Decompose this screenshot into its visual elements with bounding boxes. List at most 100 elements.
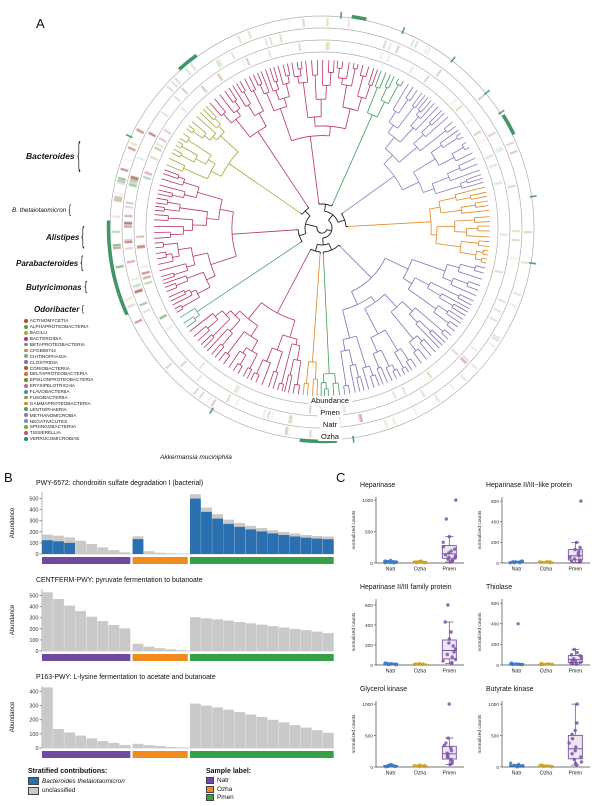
- taxonomy-legend-label: ALPHAPROTEOBACTERIA: [29, 324, 89, 330]
- legend-label: unclassified: [42, 787, 76, 794]
- taxonomy-legend-label: CHITINOPHAGIA: [29, 353, 67, 359]
- circular-phylogenetic-tree: [106, 11, 537, 444]
- tree-clade: [253, 59, 378, 142]
- svg-text:100: 100: [29, 541, 38, 547]
- tree-clade: [209, 76, 267, 138]
- legend-items: Natr Ozha Pmen: [206, 777, 251, 801]
- taxonomy-legend-item: FUSOBACTERIIA: [24, 395, 93, 401]
- scatter-glycerol-kinase: Glycerol kinase normalized counts 0 500 100…: [348, 686, 472, 790]
- svg-text:Natr: Natr: [386, 567, 396, 573]
- taxonomy-legend-item: BACILLI: [24, 330, 93, 336]
- taxonomy-legend-label: ACTINOMYCETIA: [29, 318, 69, 324]
- ring-label-pmen: Pmen: [317, 408, 343, 417]
- svg-text:Ozha: Ozha: [414, 567, 427, 573]
- taxonomy-color-dot: [24, 395, 28, 400]
- svg-text:0: 0: [35, 746, 38, 752]
- svg-text:Pmen: Pmen: [443, 771, 457, 777]
- tree-clade: [340, 257, 486, 395]
- svg-text:Natr: Natr: [512, 567, 522, 573]
- legend-swatch: [206, 794, 214, 801]
- brace-icon: [82, 304, 85, 314]
- taxonomy-legend-item: NEGATIVICUTES: [24, 418, 93, 424]
- brace-icon: [69, 203, 72, 216]
- taxon-name: Alistipes: [46, 232, 80, 242]
- taxonomy-legend-item: TISSIERELLIA: [24, 430, 93, 436]
- legend-item: Natr: [206, 777, 251, 784]
- taxonomy-color-dot: [24, 436, 28, 441]
- taxonomy-legend-label: CFGB59744: [29, 347, 56, 353]
- svg-text:Natr: Natr: [512, 669, 522, 675]
- svg-text:Natr: Natr: [386, 771, 396, 777]
- taxonomy-color-dot: [24, 372, 28, 376]
- scatter-title: Heparinase: [360, 482, 396, 489]
- sample-group-strip: [42, 654, 131, 661]
- taxonomy-legend-label: EPSILONPROTEOBACTERIA: [29, 377, 94, 383]
- taxonomy-color-dot: [24, 348, 28, 353]
- sample-group-strip: [132, 557, 188, 564]
- svg-text:0: 0: [496, 663, 499, 669]
- taxonomy-color-dot: [24, 389, 28, 394]
- sample-group-strip: [42, 557, 131, 564]
- svg-text:200: 200: [491, 540, 499, 546]
- svg-text:300: 300: [29, 519, 38, 525]
- taxonomy-legend-item: METHANOMICROBIA: [24, 412, 93, 418]
- svg-text:600: 600: [365, 603, 373, 609]
- svg-text:1000: 1000: [362, 498, 373, 504]
- taxonomy-legend-label: BACILLI: [29, 330, 48, 336]
- svg-text:0: 0: [35, 552, 38, 558]
- svg-text:normalized counts: normalized counts: [351, 714, 357, 754]
- legend-swatch: [28, 786, 39, 795]
- abundance-ring: [109, 15, 535, 441]
- taxonomy-legend-label: ERYSIPELOTRICHIA: [29, 383, 76, 389]
- svg-text:200: 200: [29, 530, 38, 536]
- abundance-ring: [121, 27, 523, 429]
- scatter-svg: normalized counts 0 500 1000 Natr Ozha Pmen: [351, 701, 464, 777]
- svg-text:300: 300: [29, 704, 38, 710]
- svg-text:600: 600: [491, 601, 499, 607]
- taxonomy-color-dot: [24, 330, 28, 335]
- taxonomy-color-dot: [24, 324, 28, 329]
- taxonomy-legend-item: BETAPROTEOBACTERIA: [24, 342, 93, 348]
- legend-item: unclassified: [28, 786, 125, 795]
- taxonomy-legend-item: CFGB59744: [24, 347, 93, 353]
- taxonomy-color-dot: [24, 407, 28, 412]
- taxonomy-color-dot: [24, 366, 28, 370]
- svg-text:400: 400: [365, 623, 373, 629]
- taxonomy-color-dot: [24, 319, 28, 323]
- taxonomy-legend-item: CLOSTRIDIA: [24, 359, 93, 365]
- sample-group-strip: [42, 751, 131, 758]
- svg-text:100: 100: [29, 732, 38, 738]
- svg-text:200: 200: [29, 718, 38, 724]
- tree-clade: [429, 186, 491, 264]
- taxonomy-legend-label: FUSOBACTERIIA: [29, 395, 68, 401]
- svg-text:Pmen: Pmen: [569, 669, 583, 675]
- tree-clade: [367, 70, 404, 118]
- taxonomy-legend-label: BETAPROTEOBACTERIA: [29, 342, 85, 347]
- svg-text:500: 500: [365, 733, 373, 739]
- scatter-title: Heparinase II/III family protein: [360, 584, 452, 591]
- legend-items: Bacteroides thetaiotaomicron unclassified: [28, 777, 125, 795]
- scatter-title: Heparinase II/III−like protein: [486, 482, 572, 489]
- taxon-label-odoribacter: Odoribacter: [34, 303, 85, 315]
- legend-title: Stratified contributions:: [28, 768, 108, 775]
- scatter-svg: normalized counts 0 200 400 600 Natr Ozha Pmen: [477, 497, 590, 573]
- abundance-ring: [133, 39, 511, 417]
- svg-text:500: 500: [29, 497, 38, 503]
- svg-text:0: 0: [370, 663, 373, 669]
- brace-icon: [82, 224, 85, 250]
- green-accent-arc: [501, 113, 516, 136]
- taxonomy-legend-item: EPSILONPROTEOBACTERIA: [24, 377, 93, 383]
- svg-text:Pmen: Pmen: [443, 669, 457, 675]
- taxonomy-color-dot: [24, 413, 28, 418]
- tree-clade: [179, 307, 200, 328]
- svg-text:0: 0: [370, 765, 373, 771]
- taxonomy-legend-item: CHITINOPHAGIA: [24, 353, 93, 359]
- scatter-title: Glycerol kinase: [360, 686, 408, 693]
- taxonomy-legend-item: VERRUCOMICROBIAE: [24, 436, 93, 442]
- legend-label: Bacteroides thetaiotaomicron: [42, 777, 125, 785]
- taxonomy-color-dot: [24, 354, 28, 359]
- svg-text:1000: 1000: [362, 702, 373, 708]
- taxonomy-color-dot: [24, 383, 28, 388]
- legend-swatch: [28, 777, 39, 785]
- svg-text:Ozha: Ozha: [540, 771, 553, 777]
